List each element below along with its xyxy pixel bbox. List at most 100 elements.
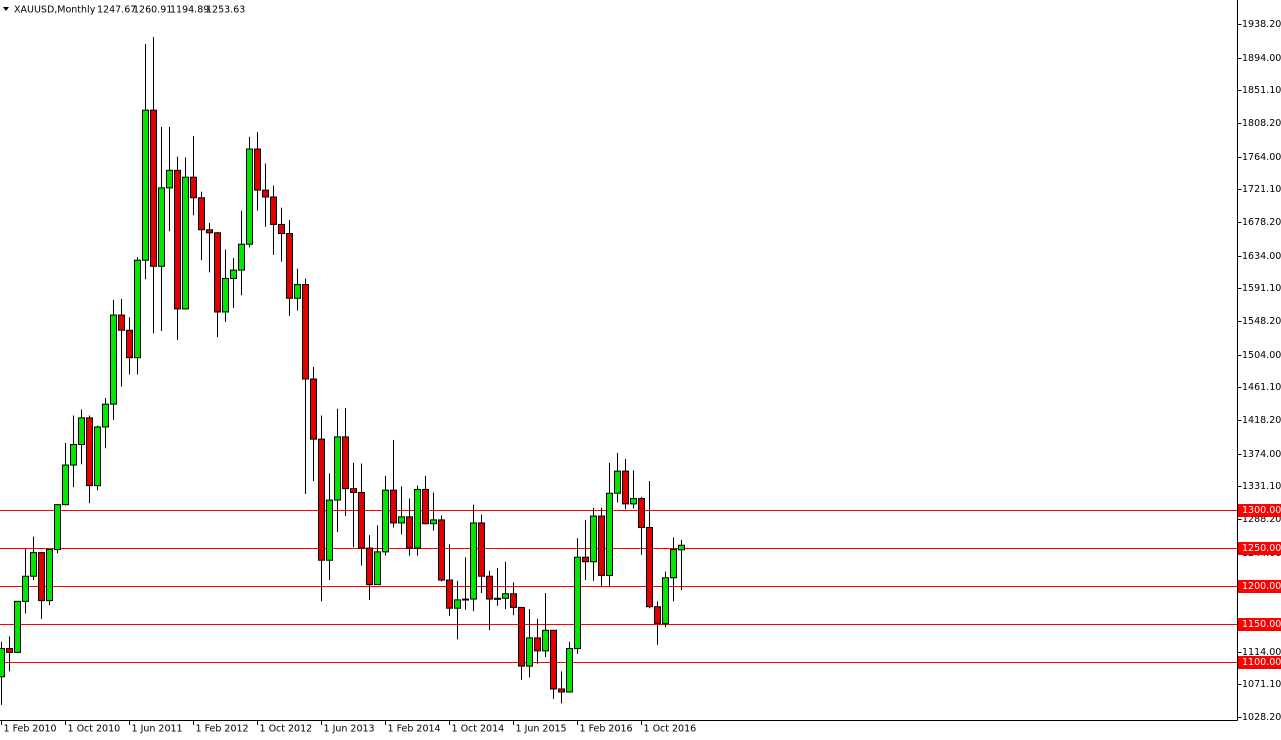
candle-body [326, 499, 333, 561]
x-tick-label: 1 Jun 2011 [132, 724, 183, 735]
level-label: 1300.00 [1242, 505, 1281, 516]
candle-body [246, 148, 253, 245]
candle-body [118, 314, 125, 331]
level-label-box [1238, 504, 1281, 517]
candle-body [22, 575, 29, 602]
candle-body [550, 629, 557, 690]
candle-body [662, 577, 669, 624]
level-label: 1250.00 [1242, 543, 1281, 554]
candle-body [422, 488, 429, 525]
candle-body [134, 259, 141, 359]
header-low: 1194.89 [170, 5, 209, 16]
candle-body [366, 547, 373, 586]
candle-body [622, 470, 629, 505]
candle-body [438, 519, 445, 581]
level-label-box [1238, 656, 1281, 669]
candle-body [454, 599, 461, 609]
candle-body [526, 637, 533, 667]
y-tick-label: 1028.20 [1242, 712, 1281, 723]
candle-body [358, 491, 365, 549]
header-close: 1253.63 [206, 5, 245, 16]
x-tick-label: 1 Oct 2012 [260, 724, 313, 735]
candle-body [166, 169, 173, 189]
y-tick-label: 1894.00 [1242, 53, 1281, 64]
candle-body [174, 169, 181, 310]
level-label-box [1238, 618, 1281, 631]
candle-body [582, 556, 589, 563]
y-tick-label: 1938.20 [1242, 19, 1281, 30]
candle-body [30, 552, 37, 577]
candle-body [374, 551, 381, 586]
header-high: 1260.91 [133, 5, 172, 16]
candle-body [518, 606, 525, 667]
y-tick-label: 1764.00 [1242, 152, 1281, 163]
y-tick-label: 1678.20 [1242, 217, 1281, 228]
y-tick-label: 1331.10 [1242, 481, 1281, 492]
candle-body [398, 516, 405, 524]
candle-body [486, 575, 493, 600]
candle-body [14, 600, 21, 653]
candle-body [542, 629, 549, 652]
candle-body [598, 515, 605, 576]
candle-body [302, 284, 309, 380]
candle-body [318, 438, 325, 561]
level-label-box [1238, 542, 1281, 555]
candle-body [334, 436, 341, 501]
candle-body [278, 223, 285, 235]
candle-body [190, 176, 197, 199]
y-tick-label: 1721.10 [1242, 184, 1281, 195]
candle-body [382, 489, 389, 553]
y-tick-label: 1374.00 [1242, 449, 1281, 460]
candle-body [558, 688, 565, 693]
candle-body [294, 284, 301, 299]
y-tick-label: 1548.20 [1242, 316, 1281, 327]
candle-body [214, 232, 221, 313]
candle-body [470, 522, 477, 600]
candle-body [70, 443, 77, 466]
y-tick-label: 1851.10 [1242, 85, 1281, 96]
candle-body [502, 593, 509, 599]
candle-body [478, 522, 485, 577]
candle-body [270, 196, 277, 225]
y-tick-label: 1418.20 [1242, 415, 1281, 426]
y-tick-label: 1504.00 [1242, 350, 1281, 361]
x-tick-label: 1 Oct 2010 [68, 724, 121, 735]
candle-body [38, 552, 45, 602]
chart-title: XAUUSD,Monthly [14, 5, 96, 16]
candle-body [110, 314, 117, 405]
y-tick-label: 1591.10 [1242, 283, 1281, 294]
candle-body [158, 187, 165, 267]
x-tick-label: 1 Feb 2012 [196, 724, 249, 735]
candle-body [254, 148, 261, 191]
candle-body [590, 515, 597, 563]
header-open: 1247.67 [97, 5, 136, 16]
candle-body [670, 549, 677, 579]
candle-body [414, 488, 421, 549]
level-label-box [1238, 580, 1281, 593]
candle-body [102, 403, 109, 428]
candle-body [678, 544, 685, 551]
candle-body [150, 109, 157, 267]
candle-body [222, 277, 229, 313]
candle-body [446, 579, 453, 609]
x-tick-label: 1 Feb 2014 [388, 724, 441, 735]
candle-body [430, 519, 437, 525]
y-tick-label: 1461.10 [1242, 382, 1281, 393]
candle-body [54, 504, 61, 551]
candle-body [630, 498, 637, 505]
candle-body [198, 197, 205, 231]
candle-body [206, 229, 213, 234]
candle-body [286, 233, 293, 299]
candle-body [86, 417, 93, 487]
x-tick-label: 1 Oct 2014 [452, 724, 505, 735]
candle-body [78, 417, 85, 445]
candle-body [606, 492, 613, 576]
candle-body [262, 189, 269, 198]
header-arrow [3, 7, 9, 11]
candle-body [654, 606, 661, 624]
level-label: 1200.00 [1242, 581, 1281, 592]
candle-body [6, 648, 13, 653]
x-tick-label: 1 Feb 2016 [580, 724, 633, 735]
